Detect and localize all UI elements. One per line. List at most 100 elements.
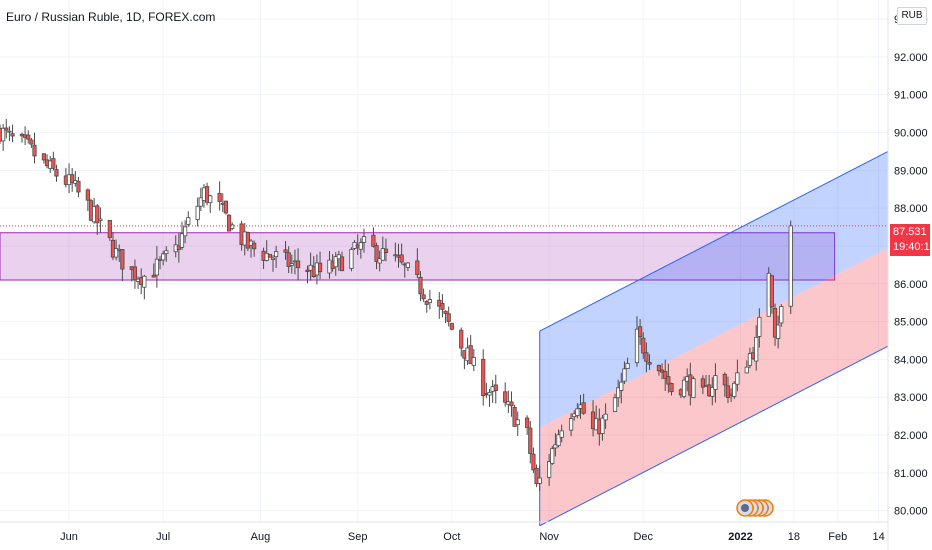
candle-body [481, 358, 486, 396]
candle-body [349, 249, 354, 269]
candle-body [713, 375, 718, 390]
candle-body [217, 193, 222, 202]
x-tick-label: 18 [788, 531, 800, 543]
candle-body [154, 258, 159, 276]
candle-body [107, 219, 112, 238]
candle-body [305, 269, 310, 273]
candle-body [471, 357, 476, 366]
candle-body [252, 242, 257, 250]
currency-label[interactable]: RUB [897, 7, 927, 25]
candle-body [183, 226, 188, 237]
candle-body [612, 397, 618, 413]
candle-body [358, 242, 363, 250]
candle-body [568, 418, 574, 431]
candle-body [525, 417, 530, 428]
candle-body [151, 274, 156, 278]
candle-body [531, 453, 536, 471]
candle-body [339, 256, 345, 272]
y-tick-label: 84.000 [894, 354, 928, 366]
candle-body [383, 248, 389, 254]
candle-body [622, 368, 627, 382]
candle-body [581, 402, 586, 414]
candle-body [286, 252, 291, 267]
y-tick-label: 85.000 [894, 317, 928, 329]
y-tick-label: 80.000 [894, 506, 928, 518]
regression-channel[interactable] [539, 151, 889, 527]
events-markers[interactable] [736, 499, 774, 517]
channel-upper-line [539, 151, 889, 332]
candle-body [399, 254, 404, 263]
candle-body [757, 316, 762, 337]
y-tick-label: 91.000 [894, 90, 928, 102]
candle-body [230, 224, 235, 229]
candle-body [446, 313, 451, 322]
candle-body [179, 233, 185, 248]
candle-body [427, 299, 432, 304]
y-tick-label: 86.000 [894, 279, 928, 291]
candle-body [550, 448, 555, 464]
candle-body [619, 381, 624, 391]
x-tick-label: Oct [443, 531, 460, 543]
candle-body [380, 248, 385, 261]
candle-body [270, 257, 276, 260]
candle-body [512, 406, 517, 427]
candle-body [634, 328, 640, 364]
candle-body [440, 303, 445, 310]
candle-body [161, 253, 166, 261]
last-price-label: 87.531 19:40:15 [890, 224, 932, 256]
candle-body [1, 127, 6, 142]
candle-body [449, 323, 454, 330]
candle-body [468, 345, 473, 365]
candles [0, 118, 793, 491]
candle-body [666, 376, 671, 385]
candle-body [98, 218, 103, 221]
candle-body [459, 329, 464, 349]
candle-body [493, 384, 498, 391]
candle-body [85, 189, 90, 201]
candle-body [76, 180, 81, 193]
candle-body [113, 248, 119, 258]
x-tick-label: 14 [872, 531, 884, 543]
countdown-timer: 19:40:15 [893, 241, 932, 253]
candle-body [528, 427, 533, 454]
candle-body [638, 326, 643, 338]
candle-body [691, 378, 696, 399]
candle-body [663, 371, 668, 379]
last-price-value: 87.531 [893, 226, 927, 238]
candle-body [371, 234, 376, 247]
candle-body [120, 249, 125, 270]
candle-body [503, 391, 508, 403]
candle-body [735, 372, 740, 385]
candle-body [226, 214, 232, 232]
candle-body [204, 186, 210, 203]
symbol-legend[interactable]: Euro / Russian Ruble, 1D, FOREX.com [6, 10, 216, 24]
candle-body [537, 477, 542, 484]
candle-body [725, 385, 731, 398]
candle-body [208, 195, 213, 204]
candle-body [603, 413, 608, 421]
y-tick-label: 90.000 [894, 128, 928, 140]
candle-body [415, 260, 420, 276]
candle-body [547, 461, 552, 478]
candle-body [132, 266, 138, 281]
candle-body [186, 217, 191, 225]
candle-body [377, 258, 382, 264]
candle-body [556, 434, 561, 447]
x-tick-label: Jun [60, 531, 78, 543]
candle-body [333, 256, 338, 268]
y-tick-label: 88.000 [894, 203, 928, 215]
x-tick-label: Jul [156, 531, 170, 543]
candle-body [534, 468, 539, 485]
candle-body [600, 417, 605, 434]
candle-body [776, 324, 781, 339]
candle-body [744, 366, 749, 374]
candle-body [418, 276, 423, 295]
candle-body [625, 363, 630, 369]
candle-body [4, 127, 9, 131]
y-tick-label: 83.000 [894, 392, 928, 404]
candle-body [769, 275, 775, 308]
candle-body [559, 430, 564, 438]
candle-body [10, 133, 15, 137]
